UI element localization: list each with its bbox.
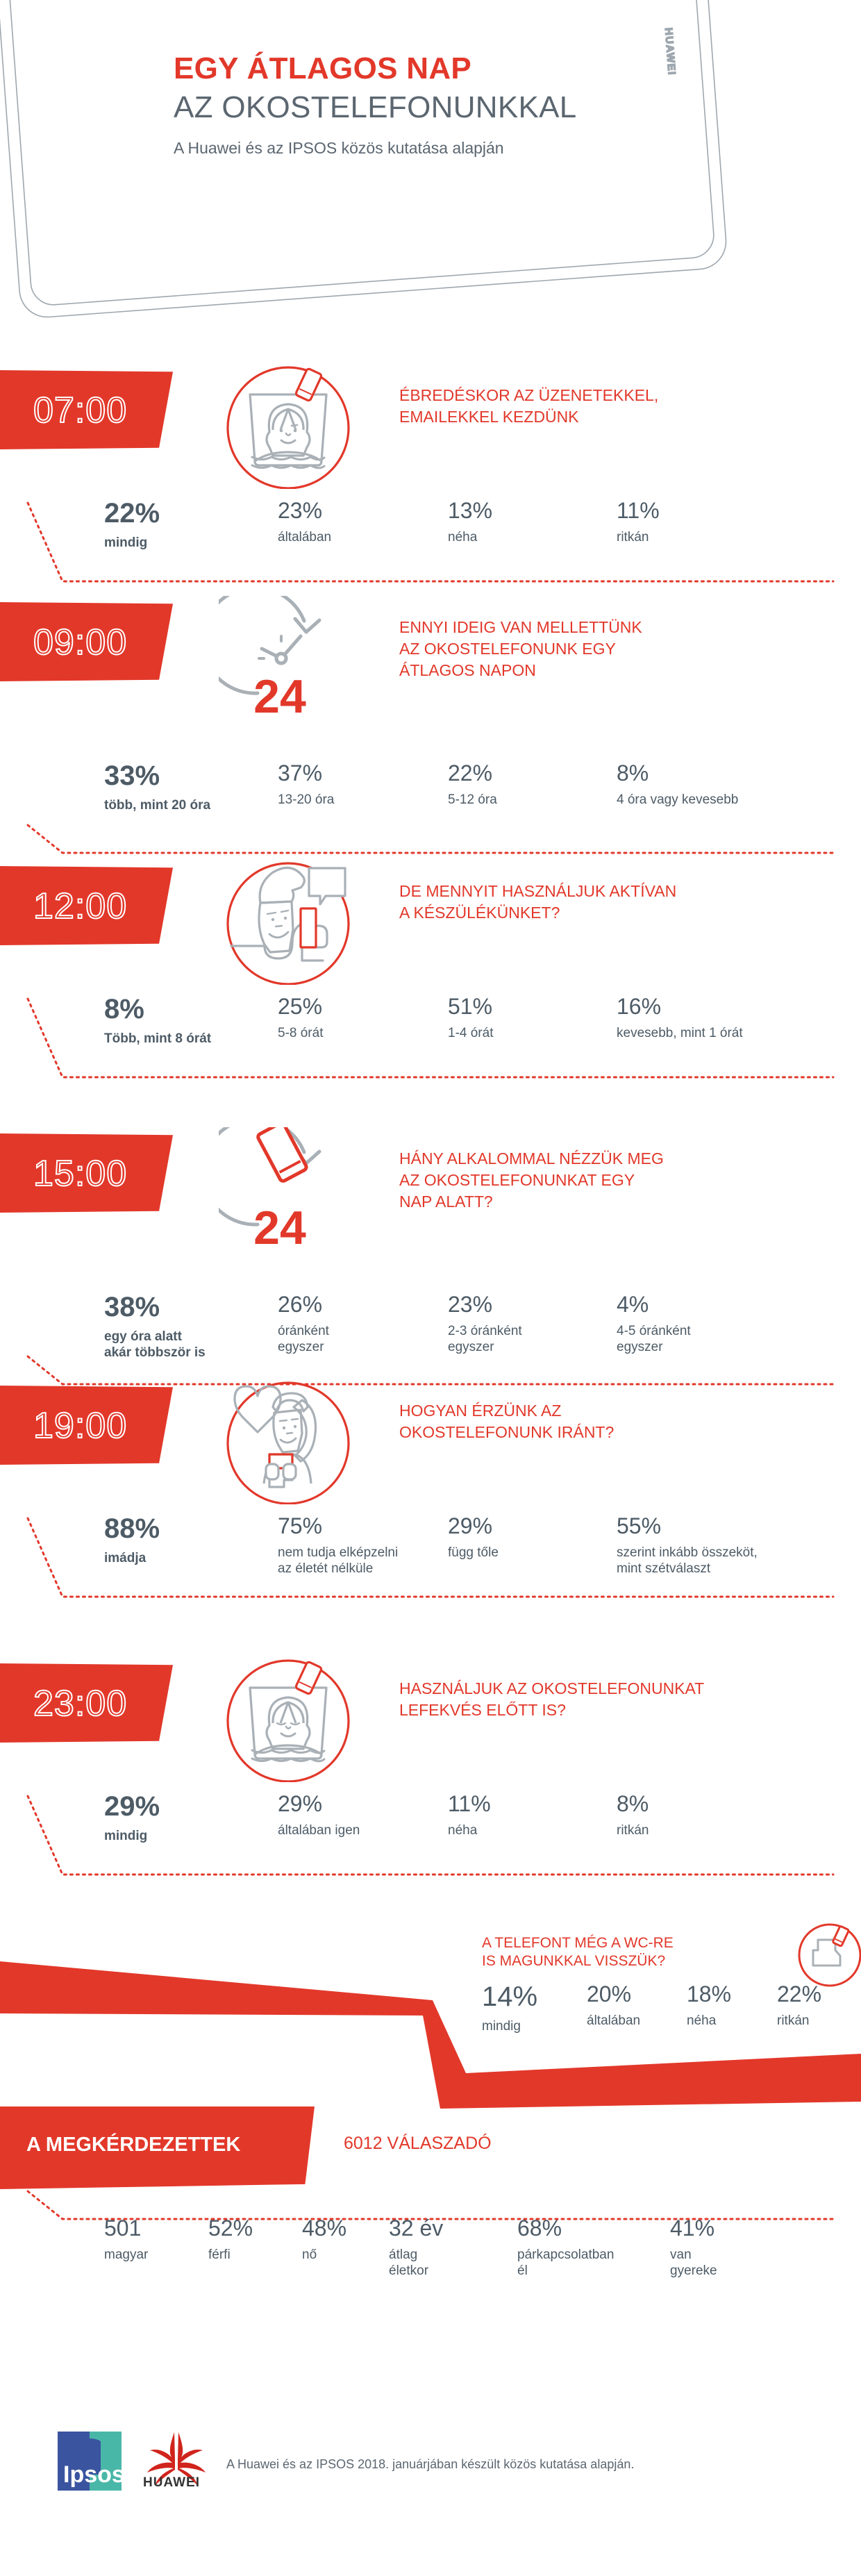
svg-text:Ipsos: Ipsos (63, 2461, 122, 2488)
svg-text:HUAWEI: HUAWEI (143, 2475, 200, 2490)
